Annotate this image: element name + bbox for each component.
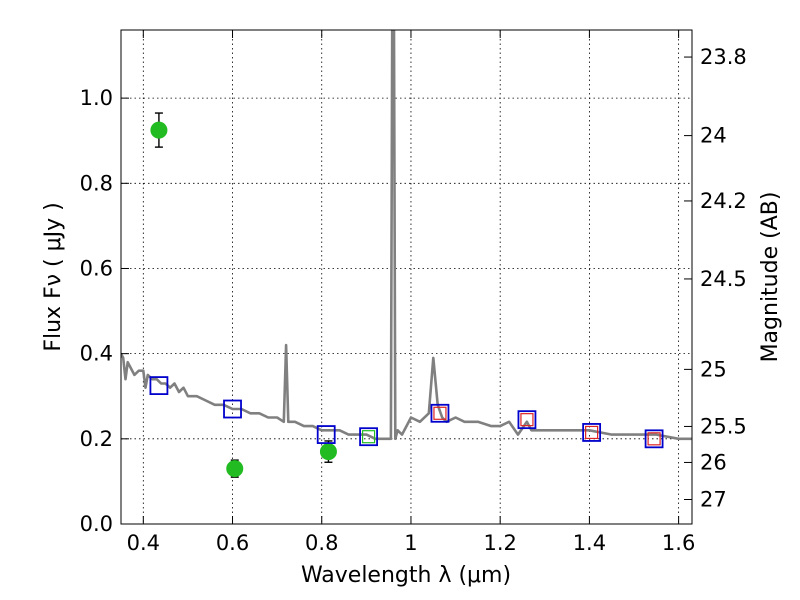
plot-marks (121, 30, 692, 478)
plot-frame (120, 29, 693, 525)
y2-tick-label: 26 (700, 450, 727, 474)
x-tick-label: 0.4 (127, 531, 160, 555)
y2-tick-label: 24.5 (700, 267, 747, 291)
x-tick-label: 1 (404, 531, 417, 555)
y2-tick-label: 24 (700, 124, 727, 148)
y-tick-label: 0.4 (80, 342, 113, 366)
y-tick-label: 0.6 (80, 256, 113, 280)
inner-photometry-square (647, 432, 661, 446)
y2-tick-label: 25.5 (700, 414, 747, 438)
grid-lines (121, 30, 692, 525)
inner-photometry-square (520, 413, 534, 427)
model-photometry-square (149, 376, 169, 395)
y2-axis-label: Magnitude (AB) (758, 192, 783, 363)
y-axis-label: Flux Fν ( μJy ) (41, 202, 66, 351)
axis-ticks: 0.4 0.6 0.8 1 1.2 1.4 1.6 0.0 0.2 0.4 0.6 0.8 1.0 23.… (80, 30, 747, 555)
model-photometry-square (517, 410, 537, 430)
inner-photometry-square (433, 406, 447, 420)
model-photometry-square (223, 399, 242, 419)
photometry-point (319, 443, 337, 461)
model-photometry-square (316, 425, 336, 444)
x-tick-label: 0.8 (305, 531, 338, 555)
x-tick-label: 1.4 (573, 531, 606, 555)
y2-tick-label: 25 (700, 357, 727, 381)
spectrum-line (121, 30, 692, 441)
y-tick-label: 0.2 (80, 427, 113, 451)
model-photometry-square (644, 429, 664, 449)
inner-photometry-square (361, 430, 376, 444)
model-photometry-square (359, 427, 378, 447)
y-tick-label: 0.8 (80, 171, 113, 195)
x-tick-label: 0.6 (216, 531, 249, 555)
y2-tick-label: 27 (700, 487, 727, 511)
inner-photometry-square (585, 425, 599, 440)
y2-tick-label: 23.8 (700, 45, 747, 69)
x-axis-label: Wavelength λ (μm) (301, 563, 511, 588)
model-photometry-square (582, 423, 602, 442)
model-photometry-square (430, 403, 450, 423)
x-tick-label: 1.6 (662, 531, 695, 555)
y-tick-label: 0.0 (80, 512, 113, 536)
x-tick-label: 1.2 (483, 531, 516, 555)
y2-tick-label: 24.2 (700, 189, 747, 213)
photometry-point (150, 121, 168, 139)
photometry-point (226, 460, 244, 478)
y-tick-label: 1.0 (80, 86, 113, 110)
